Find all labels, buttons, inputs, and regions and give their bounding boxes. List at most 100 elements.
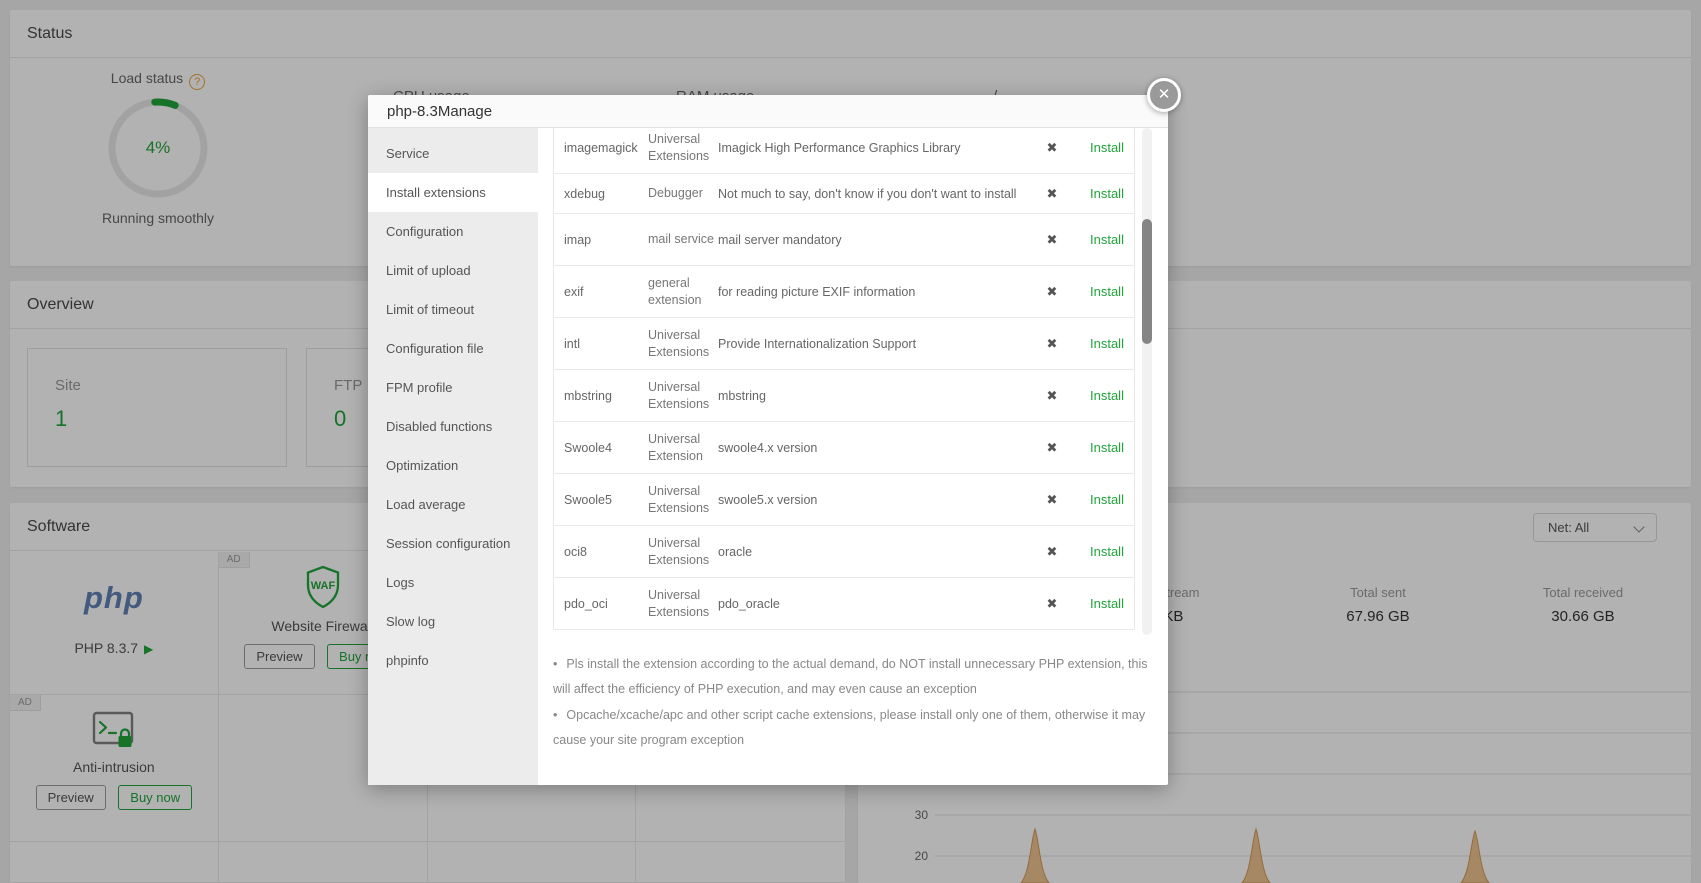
ext-type: Universal Extensions [648, 131, 710, 163]
ext-type: Universal Extensions [648, 327, 710, 359]
site-count[interactable]: 1 [55, 406, 68, 431]
bullet-icon: • [553, 657, 558, 671]
software-card-waf[interactable]: AD WAF Website Firewall Preview Buy now [218, 552, 428, 695]
ext-desc: mail server mandatory [718, 232, 842, 247]
ext-desc: pdo_oracle [718, 596, 780, 611]
menu-item-limit-of-timeout[interactable]: Limit of timeout [386, 302, 475, 317]
menu-item-optimization[interactable]: Optimization [386, 458, 459, 473]
y-tick-30: 30 [915, 808, 929, 822]
anti-intrusion-buy-now-button[interactable]: Buy now [118, 785, 193, 810]
table-row: Swoole4 Universal Extension swoole4.x ve… [554, 422, 1134, 474]
note-text: Opcache/xcache/apc and other script cach… [553, 708, 1146, 747]
help-icon[interactable]: ? [189, 74, 206, 90]
load-status-label: Load status [110, 70, 184, 86]
menu-item-configuration[interactable]: Configuration [386, 224, 464, 239]
ext-desc: swoole5.x version [718, 492, 818, 507]
extension-notes: • Pls install the extension according to … [553, 652, 1153, 754]
anti-intrusion-preview-button[interactable]: Preview [35, 785, 106, 810]
install-link[interactable]: Install [1090, 596, 1124, 611]
software-card-php[interactable]: php PHP 8.3.7 ▶ [10, 552, 219, 695]
not-installed-icon: ✖ [1046, 439, 1058, 455]
ext-name: xdebug [564, 186, 606, 201]
not-installed-icon: ✖ [1046, 491, 1058, 507]
waf-shield-icon: WAF [306, 565, 339, 609]
ftp-label: FTP [334, 377, 363, 394]
ext-name: intl [564, 336, 580, 351]
traffic-peak [1460, 829, 1490, 883]
ext-name: oci8 [564, 544, 587, 559]
menu-item-slow-log[interactable]: Slow log [386, 614, 436, 629]
menu-item-session-configuration[interactable]: Session configuration [386, 536, 511, 551]
php-manage-modal: php-8.3Manage Service Install extensions… [368, 95, 1168, 785]
ext-desc: oracle [718, 544, 753, 559]
menu-item-logs[interactable]: Logs [386, 575, 415, 590]
total-received-value: 30.66 GB [1551, 608, 1615, 625]
close-button[interactable]: ✕ [1147, 78, 1181, 112]
table-row: mbstring Universal Extensions mbstring ✖… [554, 370, 1134, 422]
ftp-count[interactable]: 0 [334, 406, 347, 431]
y-tick-20: 20 [915, 849, 929, 863]
overview-card-site[interactable]: Site 1 [27, 348, 287, 467]
traffic-peak [1241, 827, 1271, 883]
install-link[interactable]: Install [1090, 232, 1124, 247]
php-version-label[interactable]: PHP 8.3.7 ▶ [74, 640, 153, 656]
traffic-peak [1020, 827, 1050, 883]
install-link[interactable]: Install [1090, 544, 1124, 559]
ext-type: mail service [648, 232, 714, 246]
install-link[interactable]: Install [1090, 140, 1124, 155]
not-installed-icon: ✖ [1046, 185, 1058, 201]
install-link[interactable]: Install [1090, 388, 1124, 403]
install-link[interactable]: Install [1090, 186, 1124, 201]
ext-desc: mbstring [718, 388, 766, 403]
ext-desc: Not much to say, don't know if you don't… [718, 186, 1017, 201]
menu-item-configuration-file[interactable]: Configuration file [386, 341, 484, 356]
table-row: imagemagick Universal Extensions Imagick… [554, 128, 1134, 174]
extensions-table: imagemagick Universal Extensions Imagick… [553, 128, 1135, 630]
not-installed-icon: ✖ [1046, 387, 1058, 403]
ext-name: Swoole4 [564, 440, 612, 455]
install-link[interactable]: Install [1090, 336, 1124, 351]
not-installed-icon: ✖ [1046, 543, 1058, 559]
table-row: pdo_oci Universal Extensions pdo_oracle … [554, 578, 1134, 630]
menu-item-disabled-functions[interactable]: Disabled functions [386, 419, 493, 434]
net-select[interactable]: Net: All [1533, 513, 1657, 542]
menu-item-limit-of-upload[interactable]: Limit of upload [386, 263, 471, 278]
anti-intrusion-title: Anti-intrusion [73, 759, 155, 775]
not-installed-icon: ✖ [1046, 595, 1058, 611]
scrollbar-thumb[interactable] [1142, 219, 1152, 344]
table-row: xdebug Debugger Not much to say, don't k… [554, 174, 1134, 214]
menu-item-install-extensions[interactable]: Install extensions [368, 173, 538, 212]
ext-desc: Provide Internationalization Support [718, 336, 917, 351]
total-sent-value: 67.96 GB [1346, 608, 1410, 625]
ext-name: imap [564, 232, 592, 247]
load-percentage: 4% [145, 138, 171, 157]
menu-item-service[interactable]: Service [386, 146, 430, 161]
note-text: Pls install the extension according to t… [553, 657, 1148, 696]
load-caption: Running smoothly [101, 210, 215, 226]
site-label: Site [55, 377, 81, 394]
stat-total-sent: Total sent 67.96 GB [1346, 585, 1409, 625]
install-link[interactable]: Install [1090, 284, 1124, 299]
table-row: Swoole5 Universal Extensions swoole5.x v… [554, 474, 1134, 526]
menu-item-phpinfo[interactable]: phpinfo [386, 653, 429, 668]
load-gauge: 4% [108, 98, 208, 198]
install-link[interactable]: Install [1090, 492, 1124, 507]
software-grid: php PHP 8.3.7 ▶ AD WAF Website Firewall P… [10, 552, 845, 883]
ext-name: Swoole5 [564, 492, 612, 507]
menu-item-load-average[interactable]: Load average [386, 497, 466, 512]
install-link[interactable]: Install [1090, 440, 1124, 455]
not-installed-icon: ✖ [1046, 139, 1058, 155]
software-card-empty [636, 695, 845, 842]
ext-name: imagemagick [564, 140, 638, 155]
menu-item-fpm-profile[interactable]: FPM profile [386, 380, 453, 395]
table-row: oci8 Universal Extensions oracle ✖ Insta… [554, 526, 1134, 578]
gauge-arc [151, 98, 179, 109]
software-card-anti-intrusion[interactable]: AD Anti-intrusion Preview Buy now [10, 695, 219, 842]
table-row: exif general extension for reading pictu… [554, 266, 1134, 318]
modal-table-scrollbar[interactable] [1142, 128, 1152, 635]
waf-preview-button[interactable]: Preview [244, 644, 315, 669]
ext-type: Debugger [648, 186, 703, 200]
play-icon: ▶ [144, 642, 154, 656]
ext-desc: Imagick High Performance Graphics Librar… [718, 140, 961, 155]
